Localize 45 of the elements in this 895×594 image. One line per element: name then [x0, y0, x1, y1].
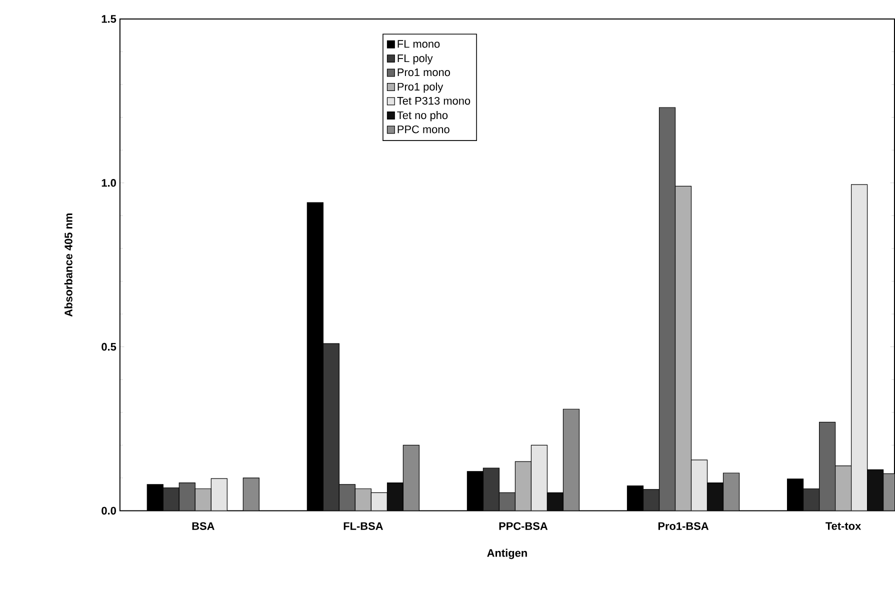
x-tick-label: PPC-BSA [499, 522, 548, 530]
x-tick-label: FL-BSA [344, 522, 383, 530]
bar [322, 343, 340, 511]
bar [722, 472, 740, 511]
bar [195, 488, 212, 511]
bar [498, 492, 516, 511]
bar [386, 482, 404, 511]
bar [163, 488, 180, 511]
bar [642, 489, 660, 511]
bar [658, 107, 676, 511]
bar [834, 466, 852, 511]
bar [530, 445, 548, 511]
legend-label: FL poly [398, 54, 433, 64]
bar [850, 184, 868, 511]
bar [690, 460, 708, 511]
legend-label: Tet P313 mono [397, 97, 470, 105]
bar [674, 186, 692, 511]
bar [354, 488, 372, 511]
y-tick-label: 0.0 [102, 507, 116, 515]
bar [338, 484, 356, 511]
bar [514, 461, 532, 511]
bar [179, 483, 196, 511]
y-tick-label: 1.0 [102, 179, 116, 187]
y-tick-label: 1.5 [102, 15, 116, 23]
y-axis-title: Absorbance 405 nm [64, 214, 72, 317]
y-tick-label: 0.5 [102, 343, 116, 351]
x-tick-label: Tet-tox [826, 522, 862, 530]
bar [818, 422, 836, 511]
bar [546, 492, 564, 511]
legend-label: PPC mono [398, 126, 450, 134]
x-tick-label: Pro1-BSA [658, 522, 709, 530]
bar [243, 478, 260, 511]
bar [370, 492, 388, 511]
bar [211, 478, 228, 511]
legend-label: Pro1 mono [398, 68, 450, 76]
bar [706, 482, 724, 511]
bar [802, 488, 820, 511]
bar [402, 445, 420, 511]
x-tick-label: BSA [192, 522, 214, 530]
bar [482, 468, 500, 511]
legend-label: Pro1 poly [398, 82, 444, 93]
legend-label: Tet no pho [397, 111, 448, 122]
legend-label: FL mono [398, 40, 440, 48]
bar [562, 408, 580, 511]
x-axis-title: Antigen [487, 548, 527, 560]
